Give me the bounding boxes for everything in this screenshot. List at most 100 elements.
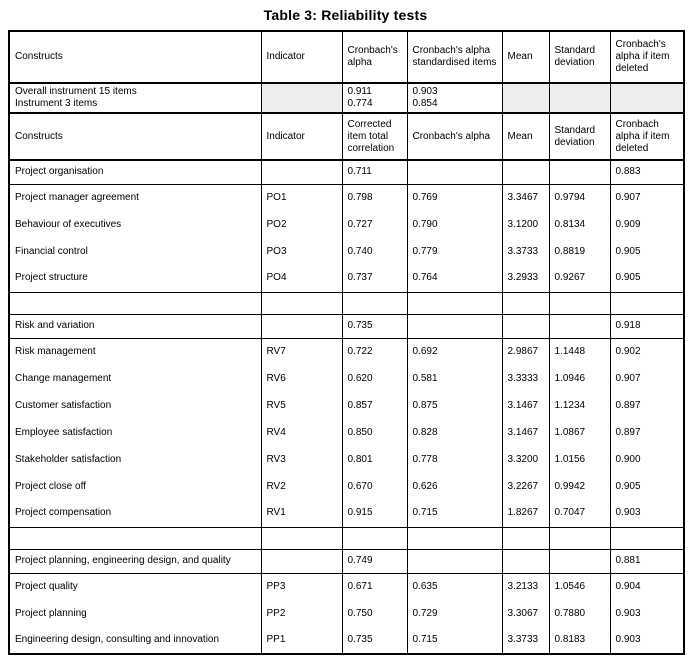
cell-alpha: 0.715 <box>406 627 503 654</box>
col-header-corrected-item-total: Corrected item total correlation <box>341 113 408 161</box>
cell-indicator: PO3 <box>260 238 343 265</box>
col-header-constructs: Constructs <box>8 113 262 161</box>
cell-mean <box>501 314 550 339</box>
col-header-indicator: Indicator <box>260 113 343 161</box>
cell-sd: 1.1448 <box>548 338 611 365</box>
cell-mean: 3.3333 <box>501 365 550 392</box>
cell-aid-shaded <box>609 83 685 114</box>
section-alpha-if-deleted: 0.918 <box>609 314 685 339</box>
cell-sd: 1.1234 <box>548 392 611 419</box>
cell-indicator: PP1 <box>260 627 343 654</box>
cell-sd: 0.8183 <box>548 627 611 654</box>
cell-sd <box>548 314 611 339</box>
table-row: Project close off RV2 0.670 0.626 3.2267… <box>8 473 685 500</box>
col-header-cronbachs-alpha: Cronbach's alpha <box>341 31 408 84</box>
cell-mean: 3.3733 <box>501 238 550 265</box>
cell-alpha: 0.778 <box>406 446 503 473</box>
document-page: Table 3: Reliability tests Constructs In… <box>0 7 691 655</box>
cell-sd: 0.9267 <box>548 265 611 293</box>
cell-mean: 1.8267 <box>501 500 550 528</box>
cell-sd: 1.0156 <box>548 446 611 473</box>
section-citc: 0.735 <box>341 314 408 339</box>
cell-mean: 2.9867 <box>501 338 550 365</box>
cell-construct: Project close off <box>8 473 262 500</box>
cell-aid: 0.903 <box>609 600 685 627</box>
cell-indicator: RV3 <box>260 446 343 473</box>
cell-citc: 0.670 <box>341 473 408 500</box>
cell-citc: 0.750 <box>341 600 408 627</box>
cell-mean <box>501 549 550 574</box>
col-header-standard-deviation: Standard deviation <box>548 31 611 84</box>
cell-indicator: RV1 <box>260 500 343 528</box>
table-row: Change management RV6 0.620 0.581 3.3333… <box>8 365 685 392</box>
header-row-1: Constructs Indicator Cronbach's alpha Cr… <box>8 31 685 84</box>
section-row-project-organisation: Project organisation 0.711 0.883 <box>8 160 685 185</box>
cell-indicator <box>260 314 343 339</box>
col-header-mean: Mean <box>501 31 550 84</box>
overall-alpha-2: 0.774 <box>347 98 373 109</box>
section-row-risk-and-variation: Risk and variation 0.735 0.918 <box>8 314 685 339</box>
cell-indicator: PO1 <box>260 184 343 211</box>
cell-aid: 0.902 <box>609 338 685 365</box>
cell-citc: 0.722 <box>341 338 408 365</box>
overall-line-1: Overall instrument 15 items <box>15 86 137 97</box>
overall-line-2: Instrument 3 items <box>15 98 98 109</box>
cell-indicator: RV4 <box>260 419 343 446</box>
cell-construct: Customer satisfaction <box>8 392 262 419</box>
cell-sd: 0.7047 <box>548 500 611 528</box>
cell-construct: Engineering design, consulting and innov… <box>8 627 262 654</box>
reliability-table: Constructs Indicator Cronbach's alpha Cr… <box>8 30 685 655</box>
cell-aid: 0.903 <box>609 627 685 654</box>
cell-construct: Overall instrument 15 items Instrument 3… <box>8 83 262 114</box>
cell-indicator: PP3 <box>260 573 343 600</box>
cell-aid: 0.907 <box>609 184 685 211</box>
section-alpha-if-deleted: 0.881 <box>609 549 685 574</box>
cell-aid: 0.907 <box>609 365 685 392</box>
overall-std-2: 0.854 <box>412 98 438 109</box>
cell-construct: Employee satisfaction <box>8 419 262 446</box>
cell-alpha: 0.875 <box>406 392 503 419</box>
cell-alpha <box>406 160 503 185</box>
cell-alpha: 0.635 <box>406 573 503 600</box>
cell-construct: Change management <box>8 365 262 392</box>
cell-citc: 0.857 <box>341 392 408 419</box>
cell-construct: Project structure <box>8 265 262 293</box>
cell-mean-shaded <box>501 83 550 114</box>
cell-sd-shaded <box>548 83 611 114</box>
cell-sd: 0.8819 <box>548 238 611 265</box>
cell-indicator: PO4 <box>260 265 343 293</box>
overall-instruments-row: Overall instrument 15 items Instrument 3… <box>8 83 685 114</box>
cell-mean: 3.2133 <box>501 573 550 600</box>
cell-alpha: 0.626 <box>406 473 503 500</box>
spacer-row <box>8 527 685 550</box>
cell-sd: 1.0867 <box>548 419 611 446</box>
cell-cronbachs-alpha: 0.911 0.774 <box>341 83 408 114</box>
section-name: Risk and variation <box>8 314 262 339</box>
cell-mean: 3.1200 <box>501 211 550 238</box>
col-header-cronbachs-alpha: Cronbach's alpha <box>406 113 503 161</box>
header-row-2: Constructs Indicator Corrected item tota… <box>8 113 685 161</box>
section-citc: 0.749 <box>341 549 408 574</box>
cell-mean: 3.3467 <box>501 184 550 211</box>
section-citc: 0.711 <box>341 160 408 185</box>
cell-construct: Project manager agreement <box>8 184 262 211</box>
cell-construct: Behaviour of executives <box>8 211 262 238</box>
cell-alpha <box>406 314 503 339</box>
cell-construct: Stakeholder satisfaction <box>8 446 262 473</box>
cell-alpha: 0.692 <box>406 338 503 365</box>
cell-sd: 1.0946 <box>548 365 611 392</box>
cell-indicator: PP2 <box>260 600 343 627</box>
cell-mean: 3.2267 <box>501 473 550 500</box>
section-row-project-planning: Project planning, engineering design, an… <box>8 549 685 574</box>
cell-alpha: 0.729 <box>406 600 503 627</box>
table-row: Risk management RV7 0.722 0.692 2.9867 1… <box>8 338 685 365</box>
cell-citc: 0.737 <box>341 265 408 293</box>
cell-alpha: 0.790 <box>406 211 503 238</box>
cell-sd: 0.9942 <box>548 473 611 500</box>
cell-citc: 0.671 <box>341 573 408 600</box>
cell-alpha: 0.581 <box>406 365 503 392</box>
cell-citc: 0.740 <box>341 238 408 265</box>
cell-aid: 0.909 <box>609 211 685 238</box>
col-header-alpha-if-deleted: Cronbach's alpha if item deleted <box>609 31 685 84</box>
cell-sd <box>548 549 611 574</box>
